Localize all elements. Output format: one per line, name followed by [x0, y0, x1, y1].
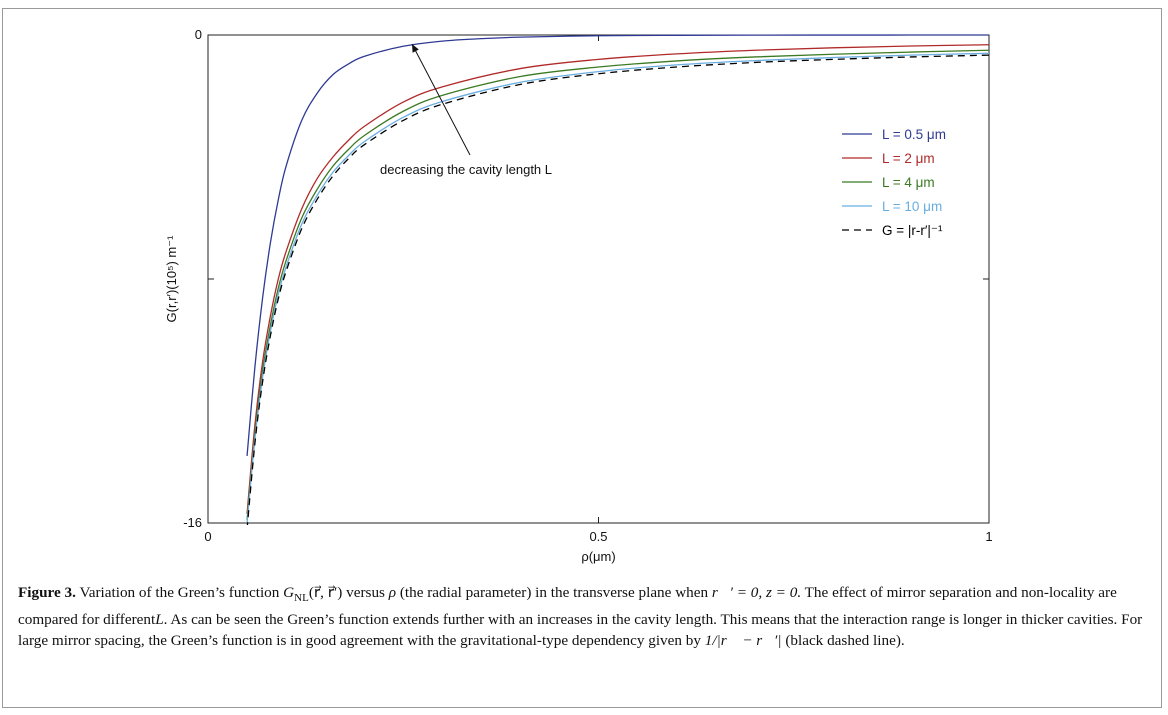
- x-tick-label: 0.5: [589, 529, 607, 544]
- y-tick-label: -16: [183, 515, 202, 530]
- caption-math-cond: r⃗′ = 0, z = 0.: [711, 584, 802, 601]
- series-line-2: [246, 49, 989, 521]
- caption-text-1c: (the radial parameter) in the transverse…: [399, 584, 709, 601]
- x-axis-label: ρ(μm): [581, 549, 615, 564]
- annotation-arrow-line: [411, 43, 471, 156]
- legend-label-3: L = 10 μm: [882, 199, 942, 214]
- legend-label-0: L = 0.5 μm: [882, 127, 946, 142]
- annotation-text: decreasing the cavity length L: [380, 162, 552, 177]
- y-axis-label: G(r,r′)(10⁵) m⁻¹: [164, 235, 179, 323]
- legend-label-2: L = 4 μm: [882, 175, 935, 190]
- legend-label-4: G = |r-r′|⁻¹: [882, 223, 943, 238]
- series-line-3: [246, 52, 989, 524]
- x-tick-label: 0: [204, 529, 211, 544]
- x-tick-label: 1: [985, 529, 992, 544]
- caption-math-rho: ρ: [388, 584, 397, 601]
- caption-text-2a: The effect of mirror separation and non-…: [18, 584, 1117, 629]
- caption-text-1b: versus: [346, 584, 385, 601]
- plot-frame: [207, 34, 990, 524]
- figure-frame: [2, 8, 1162, 708]
- caption-text-1a: Variation of the Green’s function: [79, 584, 280, 601]
- series-line-4: [246, 54, 989, 525]
- series-line-1: [246, 44, 989, 514]
- caption-text-2b: . As can be seen the Green’s function ex…: [18, 611, 1143, 650]
- chart: 0 0.5 10-16ρ(μm)G(r,r′)(10⁵) m⁻¹L = 0.5 μm…: [164, 27, 993, 564]
- caption-math-l: L: [155, 611, 164, 629]
- caption-text-4: (black dashed line).: [785, 632, 905, 650]
- legend-label-1: L = 2 μm: [882, 151, 935, 166]
- figure-caption: Figure 3. Variation of the Green’s funct…: [18, 582, 1153, 651]
- caption-math-gnl: GNL(r⃗, r⃗′): [283, 584, 343, 605]
- series-line-0: [246, 34, 989, 456]
- y-tick-label: 0: [195, 27, 202, 42]
- plot-area: 0 0.5 10-16ρ(μm)G(r,r′)(10⁵) m⁻¹L = 0.5 μm…: [164, 27, 993, 564]
- caption-label: Figure 3.: [18, 584, 76, 601]
- caption-math-inv: 1/|r⃗ − r⃗′|: [704, 632, 782, 650]
- annotation-arrow-head: [412, 44, 419, 53]
